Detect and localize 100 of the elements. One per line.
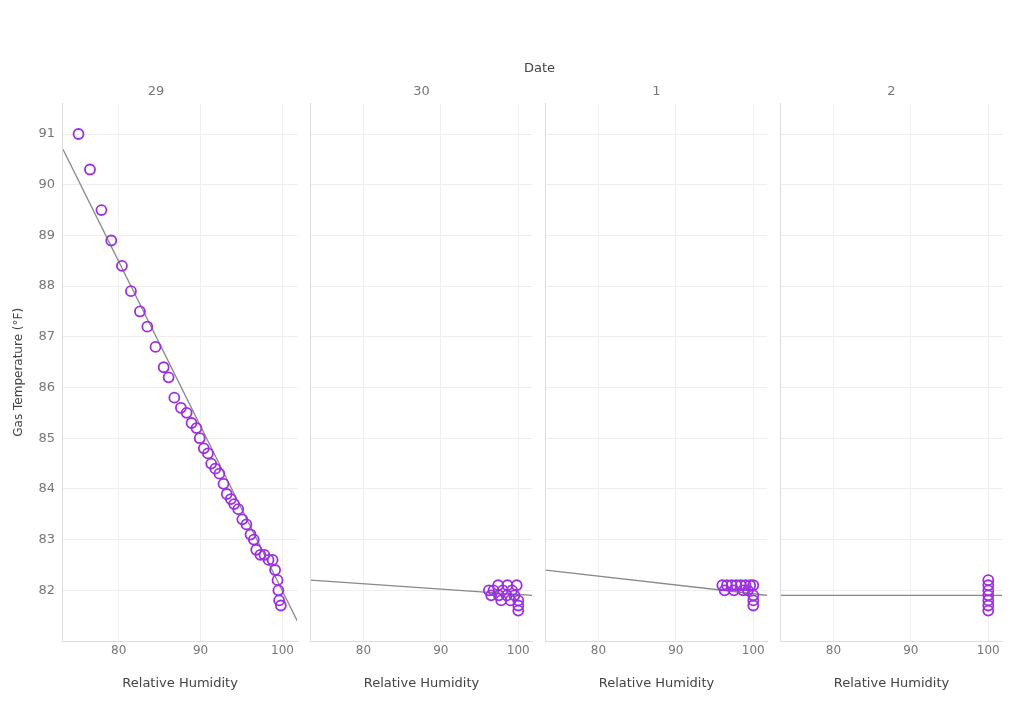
chart-subtitle: 2: [887, 83, 896, 99]
point: [737, 584, 750, 597]
chart-subtitle: 30: [413, 83, 430, 99]
point: [240, 518, 253, 531]
x-tick-label: 100: [741, 643, 765, 658]
y-tick-label: 83: [38, 530, 55, 546]
chart-subtitle: 29: [147, 83, 165, 99]
point: [236, 513, 249, 526]
point: [254, 548, 267, 561]
point: [141, 320, 154, 333]
point: [716, 579, 729, 592]
point: [492, 579, 505, 592]
point: [157, 361, 170, 374]
y-tick-label: 85: [38, 429, 55, 445]
y-tick-label: 88: [38, 277, 55, 293]
point: [508, 589, 521, 602]
point: [232, 503, 245, 516]
x-tick-label: 100: [271, 643, 294, 658]
y-tick-label: 90: [38, 176, 55, 192]
point: [213, 467, 226, 480]
point: [495, 594, 508, 607]
point: [718, 584, 731, 597]
point: [149, 341, 162, 353]
point: [510, 579, 523, 592]
point: [982, 589, 995, 602]
point: [209, 462, 222, 475]
point: [734, 579, 747, 592]
x-tick-label: 90: [668, 643, 684, 658]
y-tick-label: 87: [38, 328, 55, 344]
point: [84, 163, 96, 176]
point: [224, 493, 237, 505]
y-tick-label: 91: [38, 125, 55, 141]
point: [197, 442, 210, 455]
point: [202, 447, 214, 460]
point: [485, 589, 498, 602]
point: [982, 584, 995, 597]
point: [273, 594, 286, 607]
point: [501, 579, 514, 592]
point: [747, 594, 760, 607]
point: [721, 579, 733, 592]
point: [482, 584, 495, 597]
x-axis-title: Relative Humidity: [363, 674, 480, 690]
point: [266, 553, 279, 566]
x-axis-title: Relative Humidity: [122, 674, 239, 690]
point: [747, 599, 760, 612]
y-axis-title: Gas Temperature (°F): [11, 307, 26, 437]
point: [512, 594, 525, 607]
point: [258, 548, 271, 561]
chart-subtitle: 1: [652, 83, 661, 99]
point: [982, 599, 995, 612]
x-tick-label: 80: [111, 643, 127, 658]
x-tick-label: 100: [976, 643, 1000, 658]
y-tick-label: 86: [38, 378, 55, 394]
point: [205, 457, 218, 470]
point: [982, 594, 995, 607]
point: [500, 589, 513, 602]
point: [174, 401, 187, 414]
point: [274, 599, 287, 612]
point: [247, 533, 260, 546]
point: [741, 584, 754, 597]
point: [272, 584, 285, 597]
point: [134, 305, 146, 318]
point: [728, 584, 740, 597]
point: [180, 406, 193, 419]
point: [72, 128, 85, 140]
point: [504, 594, 517, 607]
point: [262, 553, 275, 566]
x-tick-label: 90: [192, 643, 209, 658]
point: [982, 604, 995, 617]
point: [217, 477, 230, 490]
point: [162, 371, 175, 384]
text: Date: [522, 60, 557, 77]
point: [496, 584, 509, 597]
point: [269, 564, 281, 576]
point: [116, 259, 128, 272]
point: [95, 204, 108, 216]
point: [506, 584, 518, 597]
point: [747, 589, 760, 602]
x-tick-label: 80: [355, 643, 372, 658]
point: [739, 579, 752, 592]
point: [512, 599, 525, 612]
point: [725, 579, 738, 592]
point: [244, 528, 257, 541]
point: [487, 584, 500, 597]
y-tick-label: 84: [38, 480, 55, 496]
x-axis-title: Relative Humidity: [833, 674, 950, 690]
x-tick-label: 100: [506, 643, 530, 658]
y-tick-label: 89: [38, 226, 55, 242]
point: [193, 432, 206, 445]
point: [190, 422, 203, 434]
point: [493, 589, 505, 602]
point: [982, 579, 995, 592]
x-tick-label: 80: [590, 643, 607, 658]
x-tick-label: 80: [825, 643, 842, 658]
point: [730, 579, 743, 592]
x-axis-title: Relative Humidity: [598, 674, 715, 690]
x-tick-label: 90: [433, 643, 449, 658]
point: [105, 234, 118, 247]
point: [228, 498, 241, 511]
point: [982, 574, 995, 587]
